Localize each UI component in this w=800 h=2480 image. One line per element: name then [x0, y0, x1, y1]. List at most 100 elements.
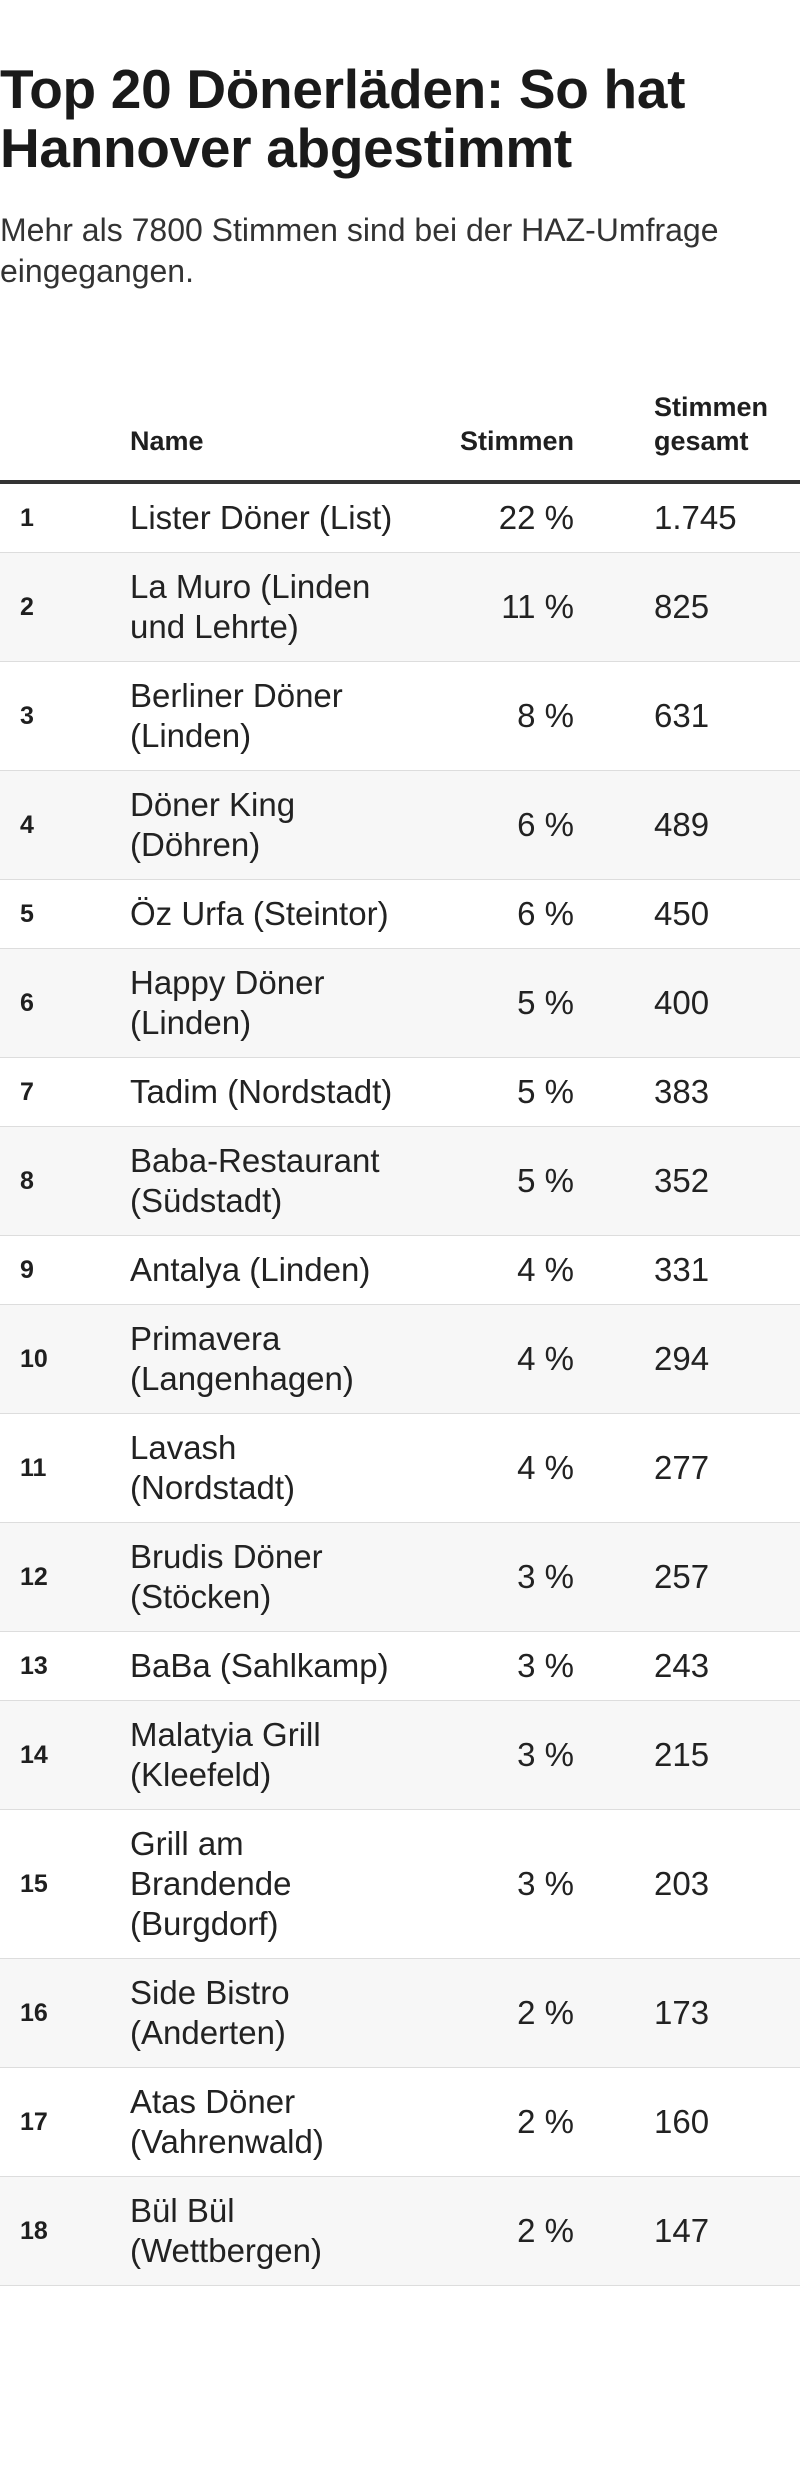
- rank-cell: 2: [20, 593, 34, 621]
- header-rank: [0, 358, 130, 484]
- name-cell: Happy Döner (Linden): [130, 964, 325, 1041]
- table-row: 16 Side Bistro (Anderten) 2 % 173: [0, 1958, 800, 2068]
- table-row: 12 Brudis Döner (Stöcken) 3 % 257: [0, 1522, 800, 1632]
- stimmen-gesamt-cell: 160: [654, 2103, 710, 2140]
- stimmen-gesamt-cell: 257: [654, 1558, 710, 1595]
- name-cell: Lister Döner (List): [130, 499, 393, 536]
- stimmen-cell: 4 %: [517, 1449, 574, 1486]
- rank-cell: 9: [20, 1256, 34, 1284]
- name-cell: Side Bistro (Anderten): [130, 1974, 290, 2051]
- stimmen-cell: 2 %: [517, 1994, 574, 2031]
- rank-cell: 18: [20, 2217, 48, 2245]
- rank-cell: 15: [20, 1870, 48, 1898]
- stimmen-cell: 8 %: [517, 697, 574, 734]
- header-stimmen-gesamt: Stimmen gesamt: [594, 358, 800, 484]
- rank-cell: 5: [20, 900, 34, 928]
- stimmen-cell: 5 %: [517, 984, 574, 1021]
- name-cell: Döner King (Döhren): [130, 786, 296, 863]
- table-row: 7 Tadim (Nordstadt) 5 % 383: [0, 1058, 800, 1127]
- stimmen-gesamt-cell: 631: [654, 697, 710, 734]
- table-header: Name Stimmen Stimmen gesamt: [0, 358, 800, 484]
- stimmen-cell: 2 %: [517, 2103, 574, 2140]
- rank-cell: 4: [20, 811, 34, 839]
- table-row: 11 Lavash (Nordstadt) 4 % 277: [0, 1414, 800, 1523]
- rank-cell: 12: [20, 1563, 48, 1591]
- stimmen-gesamt-cell: 825: [654, 588, 710, 625]
- rank-cell: 13: [20, 1652, 48, 1680]
- stimmen-gesamt-cell: 383: [654, 1073, 710, 1110]
- table-row: 3 Berliner Döner (Linden) 8 % 631: [0, 662, 800, 771]
- table-row: 14 Malatyia Grill (Kleefeld) 3 % 215: [0, 1700, 800, 1810]
- header-stimmen: Stimmen: [400, 358, 594, 484]
- stimmen-cell: 4 %: [517, 1340, 574, 1377]
- stimmen-gesamt-cell: 215: [654, 1736, 710, 1773]
- stimmen-gesamt-cell: 243: [654, 1647, 710, 1684]
- page-title: Top 20 Dönerläden: So hat Hannover abges…: [0, 58, 686, 179]
- stimmen-gesamt-cell: 352: [654, 1162, 710, 1199]
- rank-cell: 11: [20, 1454, 47, 1482]
- stimmen-cell: 3 %: [517, 1865, 574, 1902]
- name-cell: Brudis Döner (Stöcken): [130, 1538, 323, 1615]
- table-row: 1 Lister Döner (List) 22 % 1.745: [0, 482, 800, 553]
- header-name: Name: [130, 358, 400, 484]
- rank-cell: 14: [20, 1741, 48, 1769]
- table-body: 1 Lister Döner (List) 22 % 1.745 2 La Muro (L…: [0, 482, 800, 2286]
- stimmen-cell: 22 %: [498, 499, 574, 536]
- stimmen-cell: 3 %: [517, 1647, 574, 1684]
- rank-cell: 8: [20, 1167, 34, 1195]
- rank-cell: 3: [20, 702, 34, 730]
- stimmen-gesamt-cell: 203: [654, 1865, 710, 1902]
- table-row: 5 Öz Urfa (Steintor) 6 % 450: [0, 880, 800, 949]
- name-cell: Malatyia Grill (Kleefeld): [130, 1716, 321, 1793]
- table-row: 18 Bül Bül (Wettbergen) 2 % 147: [0, 2176, 800, 2286]
- name-cell: Atas Döner (Vahrenwald): [130, 2083, 324, 2160]
- name-cell: Baba-Restaurant (Südstadt): [130, 1142, 380, 1219]
- table-row: 8 Baba-Restaurant (Südstadt) 5 % 352: [0, 1126, 800, 1236]
- table-row: 10 Primavera (Langenhagen) 4 % 294: [0, 1304, 800, 1414]
- stimmen-cell: 4 %: [517, 1251, 574, 1288]
- stimmen-cell: 5 %: [517, 1162, 574, 1199]
- stimmen-gesamt-cell: 400: [654, 984, 710, 1021]
- rank-cell: 6: [20, 989, 34, 1017]
- table-row: 13 BaBa (Sahlkamp) 3 % 243: [0, 1632, 800, 1701]
- stimmen-cell: 2 %: [517, 2212, 574, 2249]
- stimmen-gesamt-cell: 147: [654, 2212, 710, 2249]
- name-cell: Antalya (Linden): [130, 1251, 371, 1288]
- name-cell: Lavash (Nordstadt): [130, 1429, 296, 1506]
- table-row: 6 Happy Döner (Linden) 5 % 400: [0, 948, 800, 1058]
- stimmen-gesamt-cell: 294: [654, 1340, 710, 1377]
- header-row: Name Stimmen Stimmen gesamt: [0, 358, 800, 484]
- page-subtitle: Mehr als 7800 Stimmen sind bei der HAZ-U…: [0, 212, 719, 289]
- rank-cell: 1: [20, 504, 34, 532]
- stimmen-gesamt-cell: 489: [654, 806, 710, 843]
- name-cell: Bül Bül (Wettbergen): [130, 2192, 322, 2269]
- name-cell: La Muro (Linden und Lehrte): [130, 568, 371, 645]
- name-cell: BaBa (Sahlkamp): [130, 1647, 389, 1684]
- rank-cell: 10: [20, 1345, 48, 1373]
- stimmen-cell: 6 %: [517, 895, 574, 932]
- name-cell: Tadim (Nordstadt): [130, 1073, 393, 1110]
- stimmen-gesamt-cell: 450: [654, 895, 710, 932]
- table-row: 17 Atas Döner (Vahrenwald) 2 % 160: [0, 2068, 800, 2177]
- stimmen-gesamt-cell: 331: [654, 1251, 710, 1288]
- table-row: 4 Döner King (Döhren) 6 % 489: [0, 770, 800, 880]
- stimmen-cell: 3 %: [517, 1558, 574, 1595]
- name-cell: Berliner Döner (Linden): [130, 677, 343, 754]
- table-row: 2 La Muro (Linden und Lehrte) 11 % 825: [0, 552, 800, 662]
- stimmen-cell: 3 %: [517, 1736, 574, 1773]
- name-cell: Öz Urfa (Steintor): [130, 895, 389, 932]
- stimmen-cell: 11 %: [501, 588, 574, 625]
- name-cell: Primavera (Langenhagen): [130, 1320, 354, 1397]
- stimmen-gesamt-cell: 173: [654, 1994, 710, 2031]
- stimmen-cell: 5 %: [517, 1073, 574, 1110]
- rank-cell: 17: [20, 2108, 48, 2136]
- stimmen-gesamt-cell: 1.745: [654, 499, 737, 536]
- name-cell: Grill am Brandende (Burgdorf): [130, 1825, 292, 1942]
- stimmen-cell: 6 %: [517, 806, 574, 843]
- rank-cell: 7: [20, 1078, 34, 1106]
- ranking-table: Name Stimmen Stimmen gesamt 1 Lister Döne…: [0, 358, 800, 2286]
- rank-cell: 16: [20, 1999, 48, 2027]
- stimmen-gesamt-cell: 277: [654, 1449, 710, 1486]
- table-row: 15 Grill am Brandende (Burgdorf) 3 % 203: [0, 1810, 800, 1959]
